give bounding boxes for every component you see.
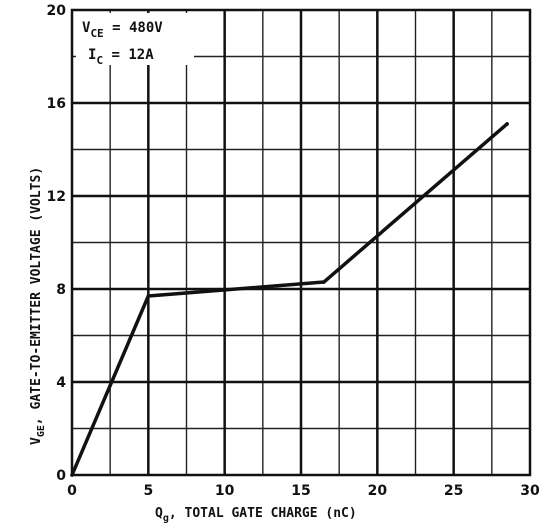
x-tick-label: 30	[520, 483, 540, 499]
y-axis-label: VGE, GATE-TO-EMITTER VOLTAGE (VOLTS)	[29, 167, 47, 445]
data-point	[322, 280, 326, 284]
vce-annotation: VCE = 480V	[82, 20, 163, 40]
data-point	[146, 294, 151, 298]
x-tick-label: 0	[67, 483, 77, 499]
x-axis-label: Qg, TOTAL GATE CHARGE (nC)	[155, 506, 357, 524]
y-tick-label: 12	[47, 189, 66, 205]
ic-annotation: IC = 12A	[88, 47, 154, 67]
x-tick-label: 15	[291, 483, 310, 499]
y-tick-label: 20	[47, 3, 67, 19]
y-tick-labels: 0 4 8 12 16 20	[47, 3, 67, 484]
series-layer	[70, 122, 509, 477]
series-line	[70, 122, 509, 477]
y-tick-label: 8	[56, 282, 66, 298]
x-tick-label: 20	[368, 483, 388, 499]
data-point	[70, 473, 74, 477]
x-tick-label: 25	[444, 483, 463, 499]
annotation-box-bg	[76, 13, 194, 65]
x-tick-label: 10	[215, 483, 235, 499]
major-grid	[72, 10, 530, 475]
plot-frame	[70, 8, 532, 477]
y-tick-label: 16	[47, 96, 66, 112]
x-tick-labels: 0 5 10 15 20 25 30	[67, 483, 540, 499]
data-point	[505, 122, 509, 126]
y-tick-label: 0	[56, 468, 66, 484]
x-tick-label: 5	[143, 483, 153, 499]
y-tick-label: 4	[56, 375, 66, 391]
